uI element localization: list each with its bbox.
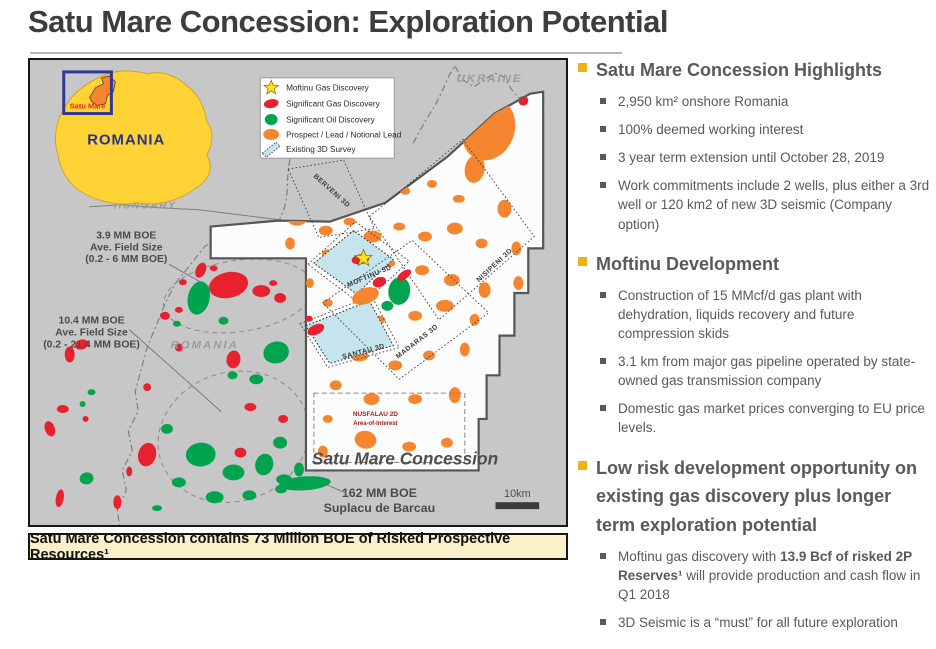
inset-region-label: Satu Mare xyxy=(70,102,106,111)
square-bullet-icon xyxy=(600,182,606,189)
oil-discovery-blobs xyxy=(79,281,331,512)
legend-item-label: Prospect / Lead / Notional Lead xyxy=(286,130,402,139)
square-bullet-icon xyxy=(600,125,606,132)
map-legend: Moftinu Gas Discovery Significant Gas Di… xyxy=(259,77,402,159)
yellow-bullet-icon xyxy=(578,256,587,266)
bullet-text: 3.1 km from major gas pipeline operated … xyxy=(618,354,916,389)
section-moftinu-development: Moftinu Development Construction of 15 M… xyxy=(576,250,932,438)
section-heading: Low risk development opportunity on exis… xyxy=(596,457,918,536)
legend-item-label: Existing 3D Survey xyxy=(286,145,356,154)
romania-inset: Satu Mare ROMANIA xyxy=(54,70,213,205)
bullet-text: 3D Seismic is a “must” for all future ex… xyxy=(618,613,932,632)
legend-prospect-icon xyxy=(263,128,280,140)
caption-text: Satu Mare Concession contains 73 Million… xyxy=(30,530,511,563)
page-title: Satu Mare Concession: Exploration Potent… xyxy=(28,4,668,39)
bullet-text: 100% deemed working interest xyxy=(618,121,804,137)
list-item: 3D Seismic is a “must” for all future ex… xyxy=(600,613,932,632)
square-bullet-icon xyxy=(600,97,606,104)
yellow-bullet-icon xyxy=(578,63,587,72)
nusfalau-label-line2: Area-of-Interest xyxy=(353,421,397,427)
square-bullet-icon xyxy=(600,619,606,626)
list-item: 100% deemed working interest xyxy=(600,120,932,139)
legend-item-label: Significant Oil Discovery xyxy=(286,115,376,124)
square-bullet-icon xyxy=(600,358,606,364)
list-item: 3 year term extension until October 28, … xyxy=(600,148,932,167)
field2-line2: Ave. Field Size xyxy=(55,328,128,339)
field1-line1: 3.9 MM BOE xyxy=(96,230,156,241)
romania-label: ROMANIA xyxy=(171,340,239,352)
list-item: Moftinu gas discovery with 13.9 Bcf of r… xyxy=(600,547,932,604)
legend-item-label: Moftinu Gas Discovery xyxy=(286,84,370,93)
list-item: Domestic gas market prices converging to… xyxy=(600,399,932,437)
bullet-text: 2,950 km² onshore Romania xyxy=(618,93,789,109)
nusfalau-label-line1: NUSFALAU 2D xyxy=(353,411,398,418)
caption-box: Satu Mare Concession contains 73 Million… xyxy=(28,530,568,563)
scale-bar-label: 10km xyxy=(504,488,531,500)
square-bullet-icon xyxy=(600,405,606,412)
section-heading: Satu Mare Concession Highlights xyxy=(596,60,883,80)
legend-gas-icon xyxy=(263,99,279,109)
list-item: 3.1 km from major gas pipeline operated … xyxy=(600,352,932,390)
title-underline xyxy=(30,52,622,54)
field2-line1: 10.4 MM BOE xyxy=(59,316,125,327)
yellow-bullet-icon xyxy=(578,460,587,470)
section-low-risk-opportunity: Low risk development opportunity on exis… xyxy=(576,454,932,633)
highlights-panel: Satu Mare Concession Highlights 2,950 km… xyxy=(576,56,932,649)
satu-mare-highlight-box xyxy=(62,70,113,116)
bullet-text: Work commitments include 2 wells, plus e… xyxy=(618,178,930,232)
inset-country-label: ROMANIA xyxy=(87,132,165,148)
survey-outlines xyxy=(287,138,535,380)
square-bullet-icon xyxy=(600,291,606,298)
satu-mare-region-shape xyxy=(89,75,116,107)
suplacu-label-line1: 162 MM BOE xyxy=(342,486,417,500)
bullet-text: Domestic gas market prices converging to… xyxy=(618,401,925,436)
section-heading: Moftinu Development xyxy=(596,253,779,274)
square-bullet-icon xyxy=(600,553,606,560)
hungary-label: HUNGARY xyxy=(114,201,177,212)
scale-bar: 10km xyxy=(495,488,540,510)
romania-shape xyxy=(54,70,213,205)
field1-line3: (0.2 - 6 MM BOE) xyxy=(85,254,167,265)
bullet-text-bold: 13.9 Bcf of risked 2P Reserves¹ xyxy=(618,549,912,584)
bullet-text: Moftinu gas discovery with 13.9 Bcf of r… xyxy=(618,547,932,604)
concession-map: UKRAINE HUNGARY ROMANIA 3.9 MM BOE Ave. … xyxy=(28,58,568,527)
bullet-text-pre: 3D Seismic is a “must” for all future ex… xyxy=(618,615,898,631)
bullet-text: Construction of 15 MMcf/d gas plant with… xyxy=(618,287,862,341)
list-item: Construction of 15 MMcf/d gas plant with… xyxy=(600,286,932,343)
suplacu-leader-line xyxy=(325,483,347,494)
suplacu-label-line2: Suplacu de Barcau xyxy=(324,501,436,515)
field1-line2: Ave. Field Size xyxy=(90,242,163,253)
ukraine-label: UKRAINE xyxy=(457,73,523,85)
legend-survey-icon xyxy=(261,141,281,158)
bullet-text-pre: Moftinu gas discovery with xyxy=(618,549,781,565)
section-concession-highlights: Satu Mare Concession Highlights 2,950 km… xyxy=(576,56,932,234)
bullet-text: 3 year term extension until October 28, … xyxy=(618,150,885,166)
field2-line3: (0.2 - 21.4 MM BOE) xyxy=(43,340,140,351)
list-item: 2,950 km² onshore Romania xyxy=(600,92,932,111)
square-bullet-icon xyxy=(600,154,606,161)
map-svg: UKRAINE HUNGARY ROMANIA 3.9 MM BOE Ave. … xyxy=(30,60,566,525)
nusfalau-area-outline xyxy=(313,392,466,464)
gas-discovery-blobs xyxy=(44,262,289,510)
legend-oil-icon xyxy=(264,114,278,125)
concession-title-label: Satu Mare Concession xyxy=(312,449,498,469)
legend-item-label: Significant Gas Discovery xyxy=(286,100,381,109)
list-item: Work commitments include 2 wells, plus e… xyxy=(600,176,932,233)
